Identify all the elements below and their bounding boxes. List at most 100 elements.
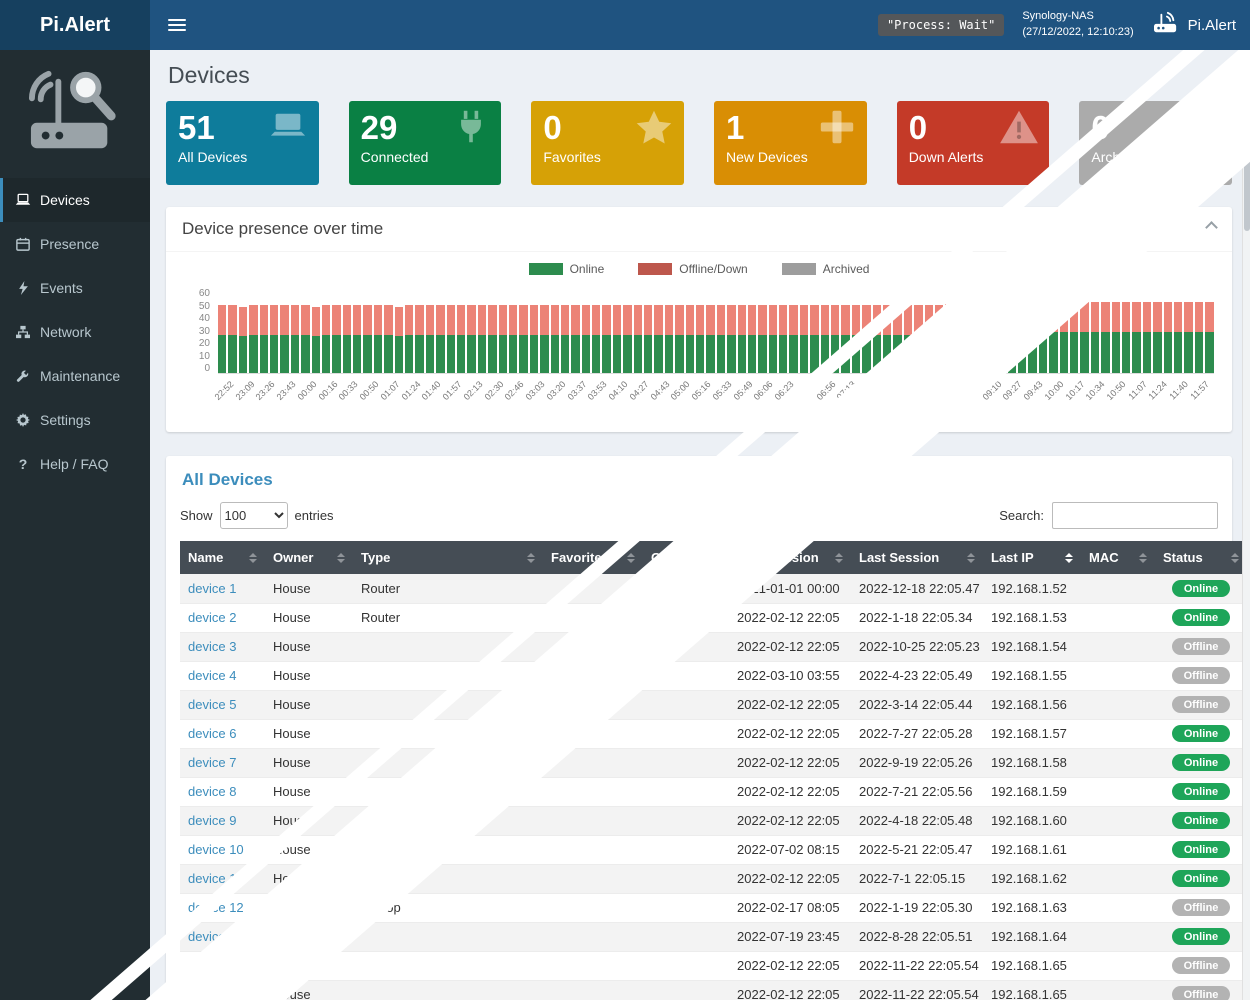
- last-session-cell: 2022-10-25 22:05.23: [851, 632, 983, 662]
- presence-bar: [280, 305, 289, 373]
- device-link[interactable]: device 13: [188, 929, 244, 944]
- group-cell: [643, 632, 729, 662]
- x-tick-label: 22:52: [212, 379, 236, 403]
- x-tick: 07:13: [835, 376, 862, 422]
- process-status-badge: "Process: Wait": [877, 14, 1005, 36]
- column-header-favorite[interactable]: Favorite: [543, 541, 643, 574]
- summary-card-archived[interactable]: 0 Archived: [1079, 101, 1233, 185]
- device-link[interactable]: device 7: [188, 755, 237, 770]
- type-cell: [353, 661, 543, 691]
- collapse-panel-button[interactable]: [1205, 221, 1218, 234]
- sidebar-item-maintenance[interactable]: Maintenance: [0, 354, 150, 398]
- sidebar-item-settings[interactable]: Settings: [0, 398, 150, 442]
- device-link[interactable]: device 4: [188, 668, 237, 683]
- column-header-mac[interactable]: MAC: [1081, 541, 1155, 574]
- type-cell: [353, 835, 543, 865]
- device-link[interactable]: device 8: [188, 784, 237, 799]
- device-link[interactable]: device 14: [188, 958, 244, 973]
- scrollbar-thumb[interactable]: [1244, 56, 1250, 231]
- presence-panel-header: Device presence over time: [166, 207, 1232, 252]
- first-session-cell: 2022-02-12 22:05: [729, 603, 851, 633]
- device-link[interactable]: device 12: [188, 900, 244, 915]
- device-link[interactable]: device 2: [188, 610, 237, 625]
- sort-icon: [337, 552, 345, 563]
- summary-card-new-devices[interactable]: 1 New Devices: [714, 101, 867, 185]
- presence-bar: [675, 305, 684, 373]
- plus-icon: [817, 109, 857, 150]
- device-link[interactable]: device 11: [188, 871, 243, 886]
- column-header-type[interactable]: Type: [353, 541, 543, 574]
- summary-card-all-devices[interactable]: 51 All Devices: [166, 101, 319, 185]
- host-info: Synology-NAS (27/12/2022, 12:10:23): [1022, 9, 1133, 41]
- owner-cell: House: [265, 748, 353, 778]
- group-cell: [643, 864, 729, 894]
- sidebar-item-network[interactable]: Network: [0, 310, 150, 354]
- card-label: Down Alerts: [908, 148, 984, 165]
- presence-bar: [1038, 302, 1048, 373]
- presence-bar: [1070, 302, 1079, 373]
- pialert-home-link[interactable]: Pi.Alert: [1152, 11, 1236, 39]
- first-session-cell: 2022-02-12 22:05: [729, 690, 851, 720]
- entries-select[interactable]: 100: [219, 502, 288, 529]
- card-label: New Devices: [726, 148, 808, 165]
- presence-bar: [872, 305, 881, 373]
- column-header-last-session[interactable]: Last Session: [851, 541, 983, 574]
- column-header-owner[interactable]: Owner: [265, 541, 353, 574]
- presence-bar: [612, 305, 622, 373]
- sidebar-toggle-button[interactable]: [150, 19, 204, 31]
- presence-bar: [976, 303, 985, 373]
- column-header-first-session[interactable]: First Session: [729, 541, 851, 574]
- search-input[interactable]: [1052, 502, 1218, 529]
- column-header-last-ip[interactable]: Last IP: [983, 541, 1081, 574]
- column-header-status[interactable]: Status: [1155, 541, 1247, 574]
- sort-icon: [1065, 552, 1073, 563]
- presence-bar: [550, 305, 559, 373]
- chart-y-axis: 60 50 40 30 20 10 0: [180, 288, 210, 374]
- owner-cell: House: [265, 574, 353, 604]
- last-ip-cell: 192.168.1.55: [983, 661, 1081, 691]
- last-session-cell: 2022-9-19 22:05.26: [851, 748, 983, 778]
- status-cell: Online: [1155, 574, 1247, 604]
- device-link[interactable]: device 14: [188, 987, 244, 1000]
- sidebar-item-events[interactable]: Events: [0, 266, 150, 310]
- presence-bar: [218, 305, 227, 373]
- app-logo[interactable]: Pi.Alert: [0, 0, 150, 50]
- favorite-cell: [543, 951, 643, 981]
- x-tick: 11:24: [1147, 376, 1173, 422]
- type-cell: Router: [353, 603, 543, 633]
- summary-card-connected[interactable]: 29 Connected: [348, 101, 502, 185]
- sidebar-item-help-faq[interactable]: ? Help / FAQ: [0, 442, 150, 486]
- presence-bar: [716, 305, 726, 373]
- device-link[interactable]: device 3: [188, 639, 237, 654]
- column-header-group[interactable]: Group: [643, 541, 729, 574]
- group-cell: Always on: [643, 574, 729, 604]
- x-tick: 03:53: [586, 376, 613, 422]
- presence-bar: [228, 305, 237, 373]
- x-tick: 01:57: [441, 376, 467, 422]
- presence-bar: [986, 302, 996, 373]
- page-scrollbar[interactable]: [1242, 50, 1250, 1000]
- summary-card-favorites[interactable]: 0 Favorites: [531, 101, 685, 185]
- device-link[interactable]: device 10: [188, 842, 244, 857]
- device-link[interactable]: device 1: [188, 580, 237, 596]
- status-cell: Online: [1155, 748, 1247, 778]
- laptop-sm-icon: [15, 193, 31, 207]
- y-tick-label: 50: [198, 300, 210, 312]
- x-tick: 10:17: [1063, 376, 1090, 422]
- device-link[interactable]: device 9: [188, 813, 237, 828]
- device-link[interactable]: device 6: [188, 726, 237, 741]
- sidebar-item-devices[interactable]: Devices: [0, 178, 150, 222]
- column-label: Last Session: [859, 550, 940, 565]
- presence-panel-title: Device presence over time: [182, 219, 384, 238]
- sort-icon: [249, 552, 257, 563]
- device-row: device 3 House 2022-02-12 22:05 2022-10-25 …: [180, 632, 1247, 662]
- sidebar-item-label: Maintenance: [40, 368, 121, 384]
- device-link[interactable]: device 5: [188, 697, 237, 712]
- presence-bar: [373, 305, 383, 373]
- summary-card-down-alerts[interactable]: 0 Down Alerts: [896, 101, 1050, 185]
- x-tick: 10:34: [1084, 376, 1111, 422]
- sidebar-item-presence[interactable]: Presence: [0, 222, 150, 266]
- card-label: Favorites: [543, 148, 601, 165]
- presence-bar: [488, 305, 497, 373]
- column-header-name[interactable]: Name: [180, 541, 265, 574]
